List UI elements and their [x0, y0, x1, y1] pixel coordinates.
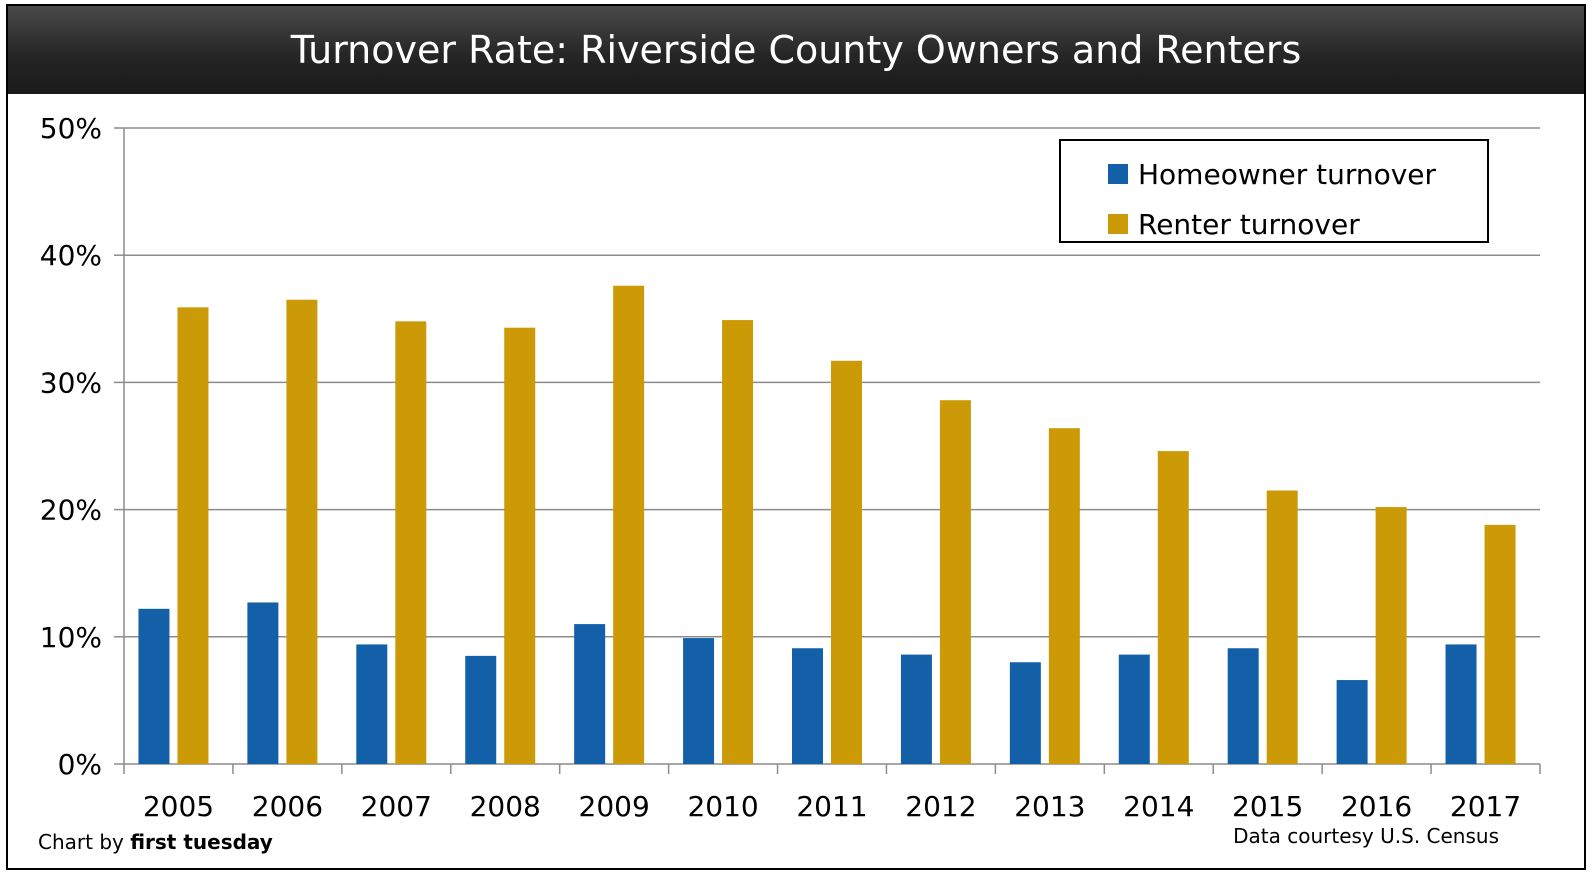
- homeowner-bar: [138, 608, 170, 764]
- chart-credit: Chart by first tuesday: [38, 830, 273, 854]
- renter-bar: [722, 320, 754, 764]
- chart-credit-prefix: Chart by: [38, 830, 131, 854]
- renter-bar: [1484, 524, 1516, 764]
- legend-swatch: [1108, 164, 1128, 184]
- x-tick-label: 2015: [1232, 790, 1303, 823]
- homeowner-bar: [1009, 662, 1041, 764]
- data-source-credit: Data courtesy U.S. Census: [1233, 824, 1499, 848]
- chart-credit-brand: first tuesday: [130, 830, 273, 854]
- y-tick-label: 20%: [40, 494, 102, 527]
- x-tick-label: 2014: [1123, 790, 1194, 823]
- x-tick-label: 2006: [252, 790, 323, 823]
- chart-frame: Turnover Rate: Riverside County Owners a…: [6, 4, 1586, 870]
- x-tick-label: 2007: [361, 790, 432, 823]
- x-tick-label: 2008: [470, 790, 541, 823]
- y-tick-label: 30%: [40, 366, 102, 399]
- x-tick-label: 2005: [143, 790, 214, 823]
- legend-swatch: [1108, 214, 1128, 234]
- y-tick-label: 50%: [40, 112, 102, 145]
- renter-bar: [1048, 428, 1080, 764]
- renter-bar: [286, 299, 318, 764]
- homeowner-bar: [247, 602, 279, 764]
- renter-bar: [613, 285, 645, 764]
- renter-bar: [939, 400, 971, 764]
- legend-label: Renter turnover: [1138, 208, 1360, 241]
- homeowner-bar: [683, 638, 715, 764]
- renter-bar: [504, 327, 536, 764]
- homeowner-bar: [1118, 654, 1150, 764]
- x-tick-label: 2013: [1014, 790, 1085, 823]
- x-tick-label: 2011: [796, 790, 867, 823]
- x-tick-label: 2010: [687, 790, 758, 823]
- homeowner-bar: [1336, 680, 1368, 764]
- y-tick-label: 0%: [58, 748, 102, 781]
- x-tick-label: 2009: [579, 790, 650, 823]
- chart-title: Turnover Rate: Riverside County Owners a…: [8, 6, 1584, 94]
- chart-plot: 0% 10% 20% 30% 40% 50% 2005 2006 2007 2008 2009 201…: [40, 112, 1541, 823]
- renter-bar: [395, 321, 427, 764]
- renter-bar: [1266, 490, 1298, 764]
- y-tick-label: 40%: [40, 239, 102, 272]
- renter-bar: [1375, 507, 1407, 764]
- y-tick-label: 10%: [40, 621, 102, 654]
- legend-box: [1059, 139, 1489, 243]
- x-tick-label: 2017: [1450, 790, 1521, 823]
- homeowner-bar: [574, 624, 606, 764]
- x-tick-label: 2012: [905, 790, 976, 823]
- legend-label: Homeowner turnover: [1138, 158, 1437, 191]
- homeowner-bar: [792, 648, 823, 764]
- renter-bar: [1157, 451, 1189, 764]
- renter-bar: [831, 360, 862, 764]
- homeowner-bar: [900, 654, 932, 764]
- homeowner-bar: [1227, 648, 1259, 764]
- renter-bar: [177, 307, 209, 764]
- x-tick-label: 2016: [1341, 790, 1412, 823]
- homeowner-bar: [465, 655, 497, 764]
- homeowner-bar: [356, 644, 388, 764]
- homeowner-bar: [1445, 644, 1477, 764]
